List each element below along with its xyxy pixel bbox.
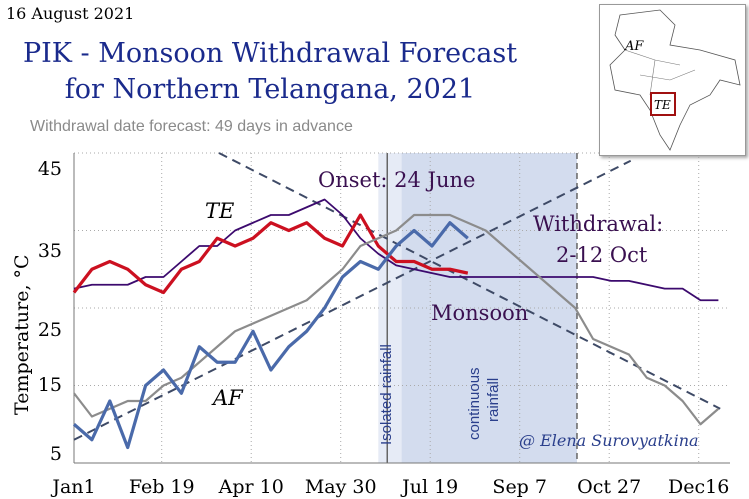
continuous-rainfall-label-2: rainfall	[485, 378, 502, 422]
title-line-1: PIK - Monsoon Withdrawal Forecast	[22, 38, 518, 69]
y-tick-label: 45	[38, 158, 62, 180]
series-af_climate	[73, 213, 720, 426]
x-tick-label: Dec16	[668, 476, 729, 498]
x-tick-label: Feb 19	[129, 476, 195, 498]
telangana-highlight	[650, 92, 676, 116]
x-tick-label: May 30	[305, 476, 377, 498]
map-te-label: TE	[654, 98, 671, 112]
y-axis-label: Temperature, °C	[11, 254, 33, 415]
forecast-date: 16 August 2021	[6, 4, 135, 23]
withdrawal-dates: 2-12 Oct	[556, 243, 648, 267]
x-tick-label: Oct 27	[577, 476, 641, 498]
title-line-2: for Northern Telangana, 2021	[64, 74, 476, 105]
series-af_2021	[72, 221, 469, 450]
india-map: AF TE	[609, 9, 741, 151]
onset-annotation: Onset: 24 June	[318, 168, 475, 192]
y-tick-label: 15	[38, 374, 62, 396]
af-label: AF	[211, 386, 244, 410]
subtitle: Withdrawal date forecast: 49 days in adv…	[30, 118, 353, 135]
x-tick-label: Jan1	[50, 476, 95, 498]
state-borders	[624, 49, 696, 96]
continuous-rainfall-label-1: continuous	[466, 367, 483, 440]
x-tick-label: Jul 19	[400, 476, 458, 498]
isolated-rainfall-label: Isolated rainfall	[378, 344, 395, 445]
trend-line	[73, 159, 632, 441]
series-te_2021	[72, 213, 469, 295]
withdrawal-annotation: Withdrawal:	[533, 212, 663, 236]
monsoon-label: Monsoon	[431, 301, 528, 325]
map-af-label: AF	[624, 39, 644, 54]
author-credit: @ Elena Surovyatkina	[519, 431, 699, 450]
te-label: TE	[205, 199, 234, 223]
y-tick-label: 25	[38, 319, 62, 341]
india-outline	[609, 9, 741, 151]
x-tick-label: Sep 7	[492, 476, 547, 498]
y-tick-label: 5	[50, 443, 62, 465]
x-tick-label: Apr 10	[218, 476, 284, 498]
series-te_climate	[73, 198, 719, 302]
y-tick-label: 35	[38, 240, 62, 262]
india-map-inset: AF TE	[599, 4, 746, 156]
